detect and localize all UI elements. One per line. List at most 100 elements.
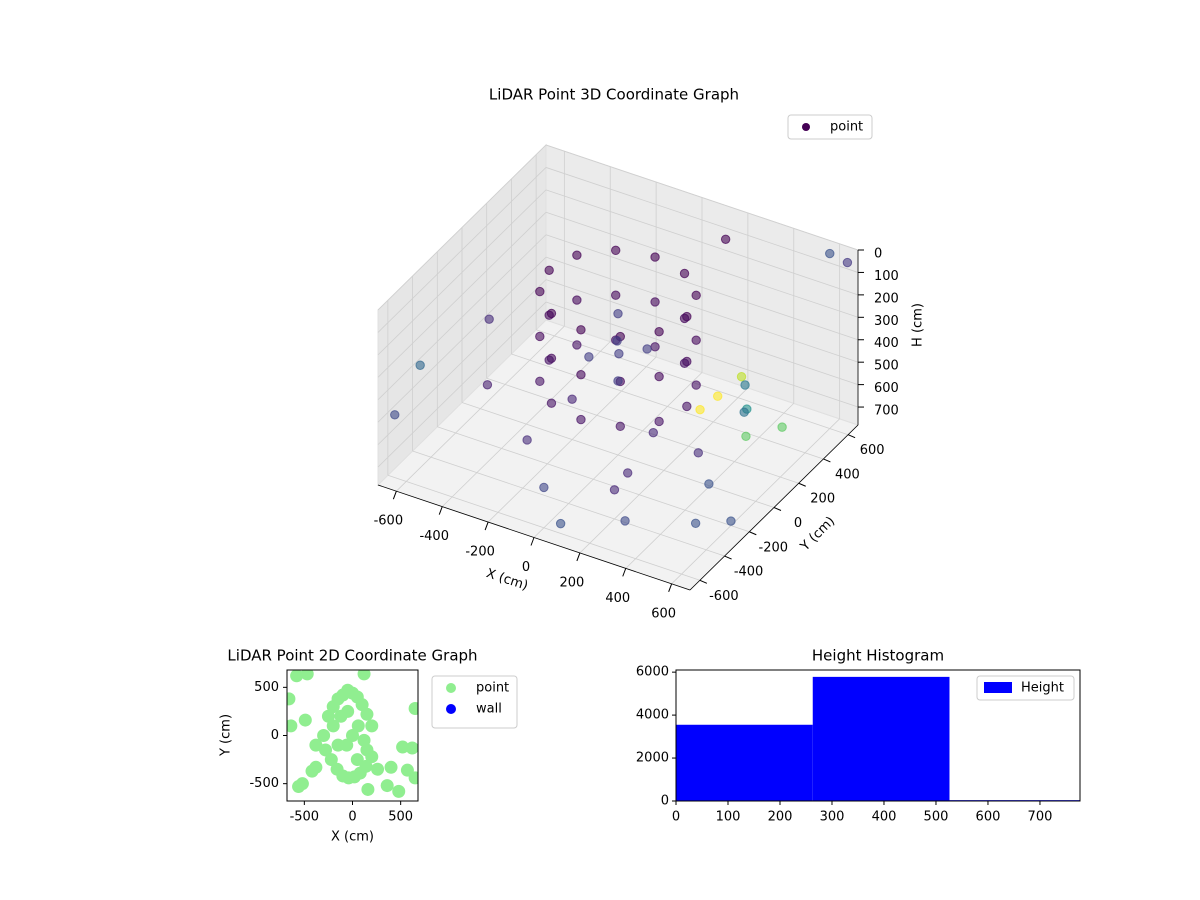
point <box>726 516 736 526</box>
point <box>360 743 374 757</box>
point <box>612 336 622 346</box>
y-tick <box>847 434 856 439</box>
grid-line <box>545 167 859 273</box>
point <box>415 360 425 370</box>
grid-line <box>535 329 849 436</box>
point <box>736 372 747 382</box>
point <box>611 245 621 256</box>
point <box>539 482 549 493</box>
bar <box>676 724 813 801</box>
point <box>522 435 532 445</box>
y-tick <box>823 458 831 463</box>
x-tick-label: 200 <box>559 575 584 590</box>
point <box>360 707 374 721</box>
point <box>650 297 660 307</box>
grid-line <box>377 144 547 311</box>
x-tick-label: 100 <box>716 810 741 825</box>
x-tick <box>668 583 673 592</box>
z-tick-label: 0 <box>874 247 882 262</box>
point <box>654 371 664 382</box>
point <box>650 252 660 262</box>
grid-line <box>545 189 859 296</box>
plot-3d: -600-400-2000200400600-600-400-200020040… <box>374 86 926 622</box>
point <box>572 295 582 305</box>
point <box>384 760 398 774</box>
plot-histogram: 0 100 200 300 400 500 600 700 0 2000 4000 6000 Heigh… <box>636 647 1081 825</box>
point <box>392 784 406 798</box>
z-axis-label: H (cm) <box>911 303 926 347</box>
x-tick-label: -500 <box>290 810 320 825</box>
point <box>693 448 703 458</box>
point <box>287 719 298 733</box>
x-tick <box>622 568 627 577</box>
y-tick-label: -600 <box>709 589 739 604</box>
x-tick-label: 500 <box>388 810 413 825</box>
grid-line <box>377 301 547 468</box>
point <box>555 518 566 529</box>
point <box>326 719 340 733</box>
x-tick-label: 300 <box>820 810 845 825</box>
z-tick-label: 200 <box>874 291 899 306</box>
point <box>609 485 620 495</box>
grid-line <box>377 279 547 445</box>
point <box>355 698 369 712</box>
point <box>739 407 749 417</box>
y-tick-label: -500 <box>249 776 279 791</box>
chart-title: LiDAR Point 3D Coordinate Graph <box>489 86 739 104</box>
x-tick-label: 0 <box>348 810 356 825</box>
x-tick-label: -600 <box>374 514 404 529</box>
point <box>544 265 554 275</box>
x-tick-label: 400 <box>605 591 630 606</box>
grid-line <box>377 256 547 423</box>
point <box>546 398 557 408</box>
point <box>305 764 319 778</box>
x-tick <box>438 506 443 515</box>
grid-line <box>377 189 547 356</box>
x-tick-label: -400 <box>419 529 449 544</box>
point <box>408 771 418 785</box>
point <box>842 257 853 268</box>
z-tick-label: 700 <box>874 404 899 419</box>
x-tick-label: 0 <box>672 810 680 825</box>
z-tick-label: 400 <box>874 336 899 351</box>
y-tick-label: 6000 <box>636 665 669 680</box>
y-tick-label: 400 <box>835 467 860 482</box>
y-tick-label: 500 <box>254 680 279 695</box>
z-tick-label: 100 <box>874 269 899 284</box>
y-tick-label: 4000 <box>636 708 669 723</box>
point <box>482 380 493 390</box>
point <box>777 422 787 432</box>
x-tick <box>392 491 397 500</box>
legend-marker <box>446 683 456 693</box>
point <box>324 753 338 767</box>
y-tick-label: 0 <box>271 728 279 743</box>
point <box>535 376 545 387</box>
point <box>292 780 306 794</box>
point <box>648 427 658 438</box>
point <box>319 743 333 757</box>
y-tick <box>699 579 708 584</box>
grid-line <box>437 426 750 533</box>
point <box>576 414 586 425</box>
point <box>576 325 586 335</box>
y-tick-label: -200 <box>759 540 789 555</box>
point <box>713 391 723 401</box>
y-tick <box>724 555 732 560</box>
x-tick <box>576 552 581 562</box>
grid-line <box>511 353 824 460</box>
y-tick-label: 0 <box>661 794 669 809</box>
point <box>584 352 594 362</box>
z-tick-label: 300 <box>874 314 899 329</box>
point <box>321 709 335 723</box>
grid-line <box>545 211 859 318</box>
x-tick-label: 200 <box>768 810 793 825</box>
axes-frame <box>675 669 1081 802</box>
legend-box <box>787 114 873 140</box>
x-tick <box>484 521 489 531</box>
point <box>317 729 331 742</box>
point <box>572 340 582 350</box>
legend-marker <box>802 123 810 131</box>
point <box>361 782 375 796</box>
grid-line <box>387 474 701 581</box>
legend-label: wall <box>476 702 502 717</box>
